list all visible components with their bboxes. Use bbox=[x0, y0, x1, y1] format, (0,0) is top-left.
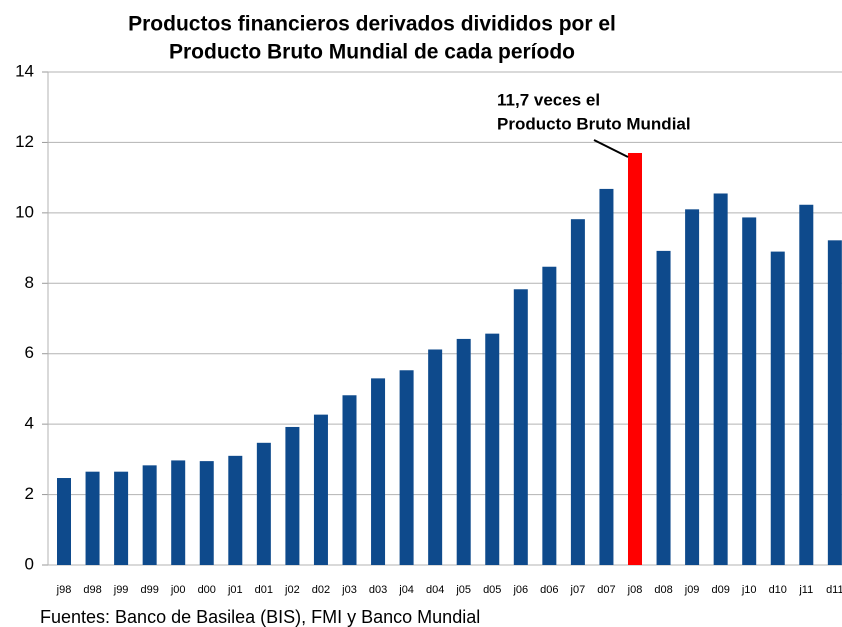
chart-title: Producto Bruto Mundial de cada período bbox=[169, 41, 575, 64]
bar bbox=[228, 455, 243, 565]
annotation: Producto Bruto Mundial bbox=[497, 114, 691, 133]
bar bbox=[656, 250, 671, 566]
bar bbox=[142, 465, 157, 565]
bar bbox=[599, 188, 614, 565]
bar bbox=[513, 289, 528, 565]
bar bbox=[827, 240, 842, 565]
x-tick-label: j08 bbox=[627, 584, 643, 596]
source-note: Fuentes: Banco de Basilea (BIS), FMI y B… bbox=[40, 607, 480, 627]
x-tick-label: d06 bbox=[540, 584, 558, 596]
bar bbox=[742, 217, 757, 565]
bar bbox=[428, 349, 443, 565]
x-tick-label: d02 bbox=[312, 584, 330, 596]
bar bbox=[171, 460, 186, 565]
x-tick-label: j04 bbox=[398, 584, 414, 596]
bar bbox=[685, 209, 700, 566]
x-tick-label: j03 bbox=[341, 584, 357, 596]
bar bbox=[628, 152, 642, 565]
x-tick-label: d01 bbox=[255, 584, 273, 596]
x-tick-label: d04 bbox=[426, 584, 444, 596]
bar bbox=[542, 266, 557, 565]
y-tick-label: 12 bbox=[15, 132, 34, 151]
bar bbox=[770, 251, 785, 566]
y-tick-label: 10 bbox=[15, 202, 34, 221]
bar bbox=[570, 219, 585, 565]
bar bbox=[371, 378, 386, 565]
bar bbox=[199, 461, 214, 565]
bar bbox=[85, 471, 100, 565]
x-tick-label: d08 bbox=[654, 584, 672, 596]
y-tick-label: 14 bbox=[15, 61, 34, 80]
bar bbox=[485, 333, 500, 565]
bar bbox=[799, 204, 814, 565]
x-tick-label: j01 bbox=[227, 584, 243, 596]
annotation: 11,7 veces el bbox=[497, 90, 600, 109]
x-tick-label: j07 bbox=[570, 584, 586, 596]
x-tick-label: j05 bbox=[455, 584, 471, 596]
bar bbox=[313, 414, 328, 565]
x-tick-label: d99 bbox=[140, 584, 158, 596]
y-tick-label: 4 bbox=[25, 414, 34, 433]
x-tick-label: j06 bbox=[512, 584, 528, 596]
x-tick-label: d09 bbox=[711, 584, 729, 596]
x-tick-label: j10 bbox=[741, 584, 757, 596]
x-tick-label: j99 bbox=[113, 584, 129, 596]
bar bbox=[399, 370, 414, 565]
x-tick-label: d07 bbox=[597, 584, 615, 596]
x-tick-label: j00 bbox=[170, 584, 186, 596]
x-tick-label: d05 bbox=[483, 584, 501, 596]
bar bbox=[713, 193, 728, 565]
bar bbox=[342, 395, 357, 565]
x-tick-label: d03 bbox=[369, 584, 387, 596]
x-tick-label: d00 bbox=[198, 584, 216, 596]
y-tick-label: 8 bbox=[25, 273, 34, 292]
bar bbox=[456, 338, 471, 565]
y-tick-label: 2 bbox=[25, 484, 34, 503]
chart-title: Productos financieros derivados dividido… bbox=[128, 13, 616, 36]
annotation-arrow bbox=[593, 139, 629, 158]
x-tick-label: j98 bbox=[56, 584, 72, 596]
x-tick-label: j11 bbox=[798, 584, 813, 596]
bar bbox=[114, 471, 129, 565]
y-tick-label: 0 bbox=[25, 554, 34, 573]
x-tick-label: d11 bbox=[826, 584, 842, 596]
x-tick-label: d98 bbox=[83, 584, 101, 596]
x-tick-label: j09 bbox=[684, 584, 700, 596]
x-tick-label: d10 bbox=[769, 584, 787, 596]
x-tick-label: j02 bbox=[284, 584, 300, 596]
y-tick-label: 6 bbox=[25, 343, 34, 362]
bar bbox=[285, 426, 300, 565]
bar bbox=[256, 442, 271, 565]
bar bbox=[57, 478, 71, 565]
